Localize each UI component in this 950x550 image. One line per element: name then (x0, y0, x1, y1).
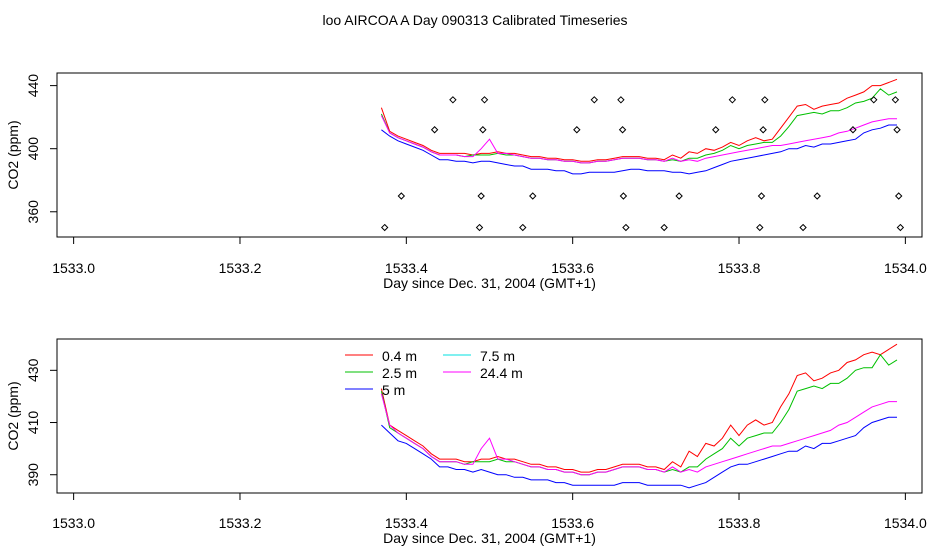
series-line-5-m (381, 416, 897, 489)
x-tick-label: 1533.2 (219, 515, 262, 531)
series-line-24-4-m (380, 393, 897, 476)
x-tick-label: 1533.8 (718, 515, 761, 531)
data-point-marker (799, 223, 807, 232)
series-line (380, 88, 898, 164)
x-tick-label: 1533.2 (219, 260, 262, 276)
legend-label: 24.4 m (480, 365, 523, 381)
data-point-marker (617, 96, 625, 104)
data-point-marker (449, 96, 457, 104)
series-line-0-4-m (380, 343, 898, 473)
y-tick-label: 400 (25, 137, 41, 161)
x-tick-label: 1533.8 (718, 260, 761, 276)
data-point-marker (891, 96, 900, 104)
data-point-marker (893, 126, 901, 134)
data-point-marker (870, 96, 878, 104)
series-line (380, 115, 897, 164)
y-tick-label: 410 (25, 411, 41, 435)
data-point-marker (813, 192, 821, 200)
x-tick-label: 1533.6 (551, 260, 594, 276)
data-point-marker (756, 223, 764, 232)
plot-frame (56, 72, 923, 238)
data-point-marker (590, 96, 599, 104)
figure-title: loo AIRCOA A Day 090313 Calibrated Times… (322, 12, 627, 28)
legend-label: 0.4 m (382, 348, 417, 364)
lower-panel: 1533.0 1533.2 1533.4 1533.6 1533.8 1534.0 390 4… (5, 338, 927, 546)
data-point-marker (480, 96, 489, 104)
x-axis-label: Day since Dec. 31, 2004 (GMT+1) (383, 530, 596, 546)
series-line-2-5-m (380, 353, 898, 476)
data-point-marker (728, 96, 737, 104)
legend-label: 2.5 m (382, 365, 417, 381)
x-tick-label: 1533.0 (52, 260, 95, 276)
x-tick-label: 1534.0 (884, 260, 927, 276)
x-tick-label: 1533.4 (385, 515, 428, 531)
data-point-marker (896, 223, 905, 232)
data-point-marker (479, 126, 487, 134)
data-point-marker (675, 192, 683, 200)
x-tick-label: 1533.4 (385, 260, 428, 276)
data-point-marker (477, 192, 485, 200)
x-tick-label: 1533.6 (551, 515, 594, 531)
data-point-marker (757, 192, 766, 200)
data-point-marker (397, 192, 406, 200)
y-tick-label: 360 (25, 200, 41, 224)
data-point-marker (619, 192, 628, 200)
data-point-marker (618, 126, 627, 134)
y-tick-label: 440 (25, 74, 41, 98)
data-point-marker (475, 223, 484, 232)
data-point-marker (622, 223, 630, 232)
x-tick-label: 1534.0 (884, 515, 927, 531)
series-line (380, 78, 898, 162)
data-point-marker (712, 126, 720, 134)
data-point-marker (895, 192, 903, 200)
data-point-marker (519, 223, 527, 232)
data-point-marker (759, 126, 767, 134)
y-tick-label: 390 (25, 463, 41, 487)
legend-label: 5 m (382, 382, 405, 398)
upper-panel: 1533.0 1533.2 1533.4 1533.6 1533.8 1534.0 360 4… (5, 72, 927, 291)
data-point-marker (660, 223, 668, 232)
y-axis-label: CO2 (ppm) (5, 381, 21, 450)
data-point-marker (849, 126, 857, 134)
data-point-marker (430, 126, 439, 134)
y-axis-label: CO2 (ppm) (5, 120, 21, 189)
plot-frame (56, 338, 923, 494)
data-point-marker (380, 223, 389, 232)
x-tick-label: 1533.0 (52, 515, 95, 531)
x-axis-label: Day since Dec. 31, 2004 (GMT+1) (383, 275, 596, 291)
data-point-marker (761, 96, 769, 104)
data-point-marker (573, 126, 581, 134)
legend-label: 7.5 m (480, 348, 515, 364)
data-point-marker (529, 192, 537, 200)
y-tick-label: 430 (25, 358, 41, 382)
series-line (381, 124, 897, 175)
